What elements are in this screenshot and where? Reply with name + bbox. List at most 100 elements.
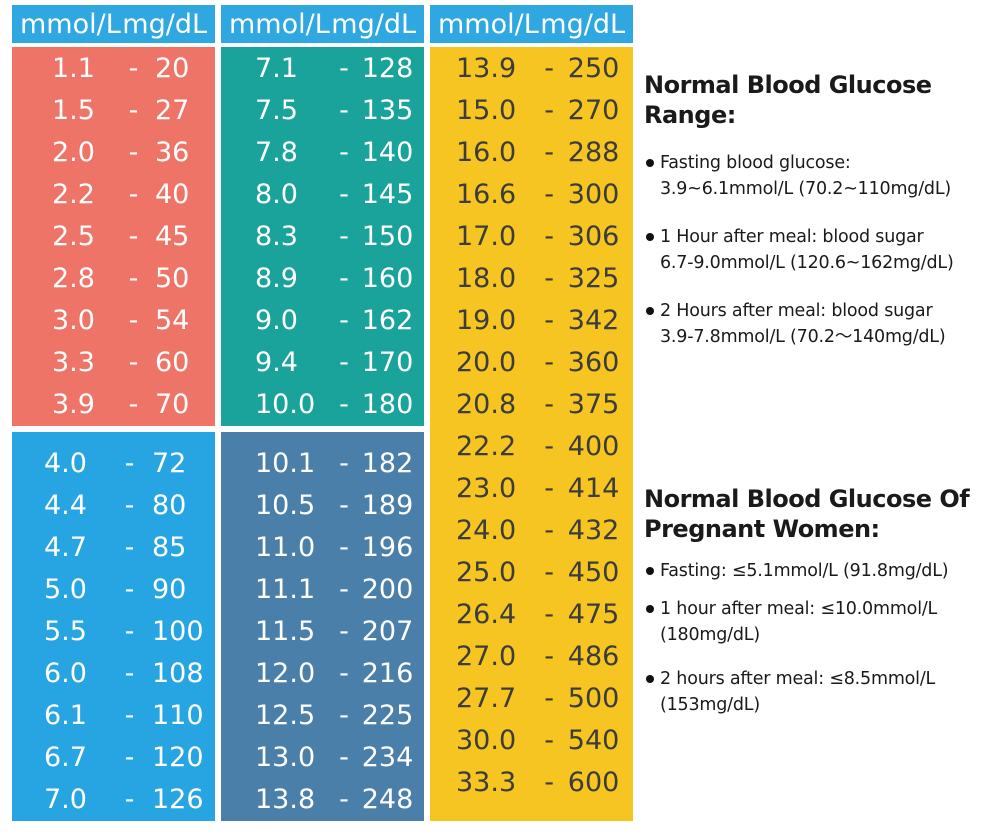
pregnant-title-line1: Normal Blood Glucose Of: [644, 485, 970, 513]
mmol-value: 2.0: [52, 136, 95, 168]
mgdl-value: 110: [152, 699, 204, 731]
mgdl-value: 128: [361, 52, 414, 84]
column-header-3: mmol/L mg/dL: [430, 5, 633, 43]
mgdl-value: 27: [154, 94, 190, 126]
pregnant-title-line2: Pregnant Women:: [644, 515, 880, 543]
glucose-block-teal: 7.1-128 7.5-135 7.8-140 8.0-145 8.3-150 8.9-1…: [221, 47, 424, 426]
item-line1: Fasting blood glucose:: [660, 153, 851, 173]
mmol-value: 8.0: [255, 178, 298, 210]
item-line1: 1 Hour after meal: blood sugar: [660, 227, 924, 247]
mmol-value: 27.7: [456, 682, 517, 714]
mgdl-value: 270: [567, 94, 620, 126]
mmol-value: 11.5: [255, 615, 316, 647]
mmol-value: 9.0: [255, 304, 298, 336]
separator: -: [339, 573, 349, 605]
table-row: 1.1 -20: [12, 47, 215, 89]
mmol-value: 18.0: [456, 262, 517, 294]
mgdl-value: 40: [154, 178, 190, 210]
mgdl-value: 400: [567, 430, 620, 462]
mgdl-value: 432: [567, 514, 620, 546]
separator: -: [339, 388, 349, 420]
table-row: 17.0-306: [430, 215, 633, 257]
table-row: 12.5-225: [221, 694, 424, 736]
table-row: 16.0-288: [430, 131, 633, 173]
separator: -: [544, 136, 555, 168]
table-row: 24.0-432: [430, 509, 633, 551]
glucose-block-slate: 10.1-182 10.5-189 11.0-196 11.1-200 11.5-207…: [221, 432, 424, 821]
mmol-value: 27.0: [456, 640, 517, 672]
mgdl-value: 100: [152, 615, 204, 647]
table-row: 5.0 -90: [12, 568, 215, 610]
mmol-value: 19.0: [456, 304, 517, 336]
table-row: 7.0 -126: [12, 778, 215, 820]
separator: -: [339, 178, 349, 210]
table-row: 2.2 -40: [12, 173, 215, 215]
separator: -: [544, 556, 555, 588]
separator: -: [339, 262, 349, 294]
separator: -: [339, 615, 349, 647]
mmol-value: 2.2: [52, 178, 95, 210]
separator: -: [339, 94, 349, 126]
table-row: 6.0 -108: [12, 652, 215, 694]
mmol-value: 17.0: [456, 220, 517, 252]
mmol-value: 4.4: [44, 489, 87, 521]
header-mmol: mmol/L: [438, 8, 539, 40]
mmol-value: 16.6: [456, 178, 517, 210]
table-row: 7.8 -140: [221, 131, 424, 173]
mmol-value: 10.0: [255, 388, 316, 420]
glucose-block-red: 1.1-20 1.5-27 2.0-36 2.2-40 2.5-45 2.8-50 3.0-…: [12, 47, 215, 426]
column-header-1: mmol/L mg/dL: [12, 5, 215, 43]
separator: -: [339, 531, 349, 563]
mgdl-value: 182: [361, 447, 414, 479]
separator: -: [124, 699, 135, 731]
mgdl-value: 300: [567, 178, 620, 210]
separator: -: [128, 346, 139, 378]
mmol-value: 3.0: [52, 304, 95, 336]
mgdl-value: 414: [567, 472, 620, 504]
separator: -: [544, 682, 555, 714]
mmol-value: 2.5: [52, 220, 95, 252]
separator: -: [339, 783, 349, 815]
mmol-value: 6.7: [44, 741, 87, 773]
mgdl-value: 600: [567, 766, 620, 798]
table-row: 10.0-180: [221, 383, 424, 425]
mmol-value: 2.8: [52, 262, 95, 294]
mmol-value: 24.0: [456, 514, 517, 546]
separator: -: [544, 598, 555, 630]
separator: -: [544, 178, 555, 210]
table-row: 10.1-182: [221, 442, 424, 484]
table-row: 5.5 -100: [12, 610, 215, 652]
separator: -: [544, 724, 555, 756]
glucose-block-yellow: 13.9-250 15.0-270 16.0-288 16.6-300 17.0-306…: [430, 47, 633, 821]
separator: -: [544, 388, 555, 420]
mgdl-value: 342: [567, 304, 620, 336]
mmol-value: 20.0: [456, 346, 517, 378]
separator: -: [128, 136, 139, 168]
separator: -: [544, 430, 555, 462]
table-row: 10.5-189: [221, 484, 424, 526]
table-row: 8.9 -160: [221, 257, 424, 299]
item-line2: 6.7-9.0mmol/L (120.6~162mg/dL): [660, 253, 954, 273]
mgdl-value: 200: [361, 573, 414, 605]
table-row: 2.8 -50: [12, 257, 215, 299]
mgdl-value: 475: [567, 598, 620, 630]
table-row: 1.5 -27: [12, 89, 215, 131]
mgdl-value: 207: [361, 615, 414, 647]
table-row: 19.0-342: [430, 299, 633, 341]
mgdl-value: 160: [361, 262, 414, 294]
table-row: 11.5-207: [221, 610, 424, 652]
mmol-value: 15.0: [456, 94, 517, 126]
table-row: 26.4-475: [430, 593, 633, 635]
separator: -: [544, 472, 555, 504]
mmol-value: 22.2: [456, 430, 517, 462]
mmol-value: 11.0: [255, 531, 316, 563]
separator: -: [544, 262, 555, 294]
separator: -: [544, 640, 555, 672]
mgdl-value: 250: [567, 52, 620, 84]
mgdl-value: 225: [361, 699, 414, 731]
mgdl-value: 248: [361, 783, 414, 815]
separator: -: [339, 304, 349, 336]
mmol-value: 5.0: [44, 573, 87, 605]
separator: -: [339, 52, 349, 84]
item-line1: 2 hours after meal: ≤8.5mmol/L: [660, 669, 936, 689]
